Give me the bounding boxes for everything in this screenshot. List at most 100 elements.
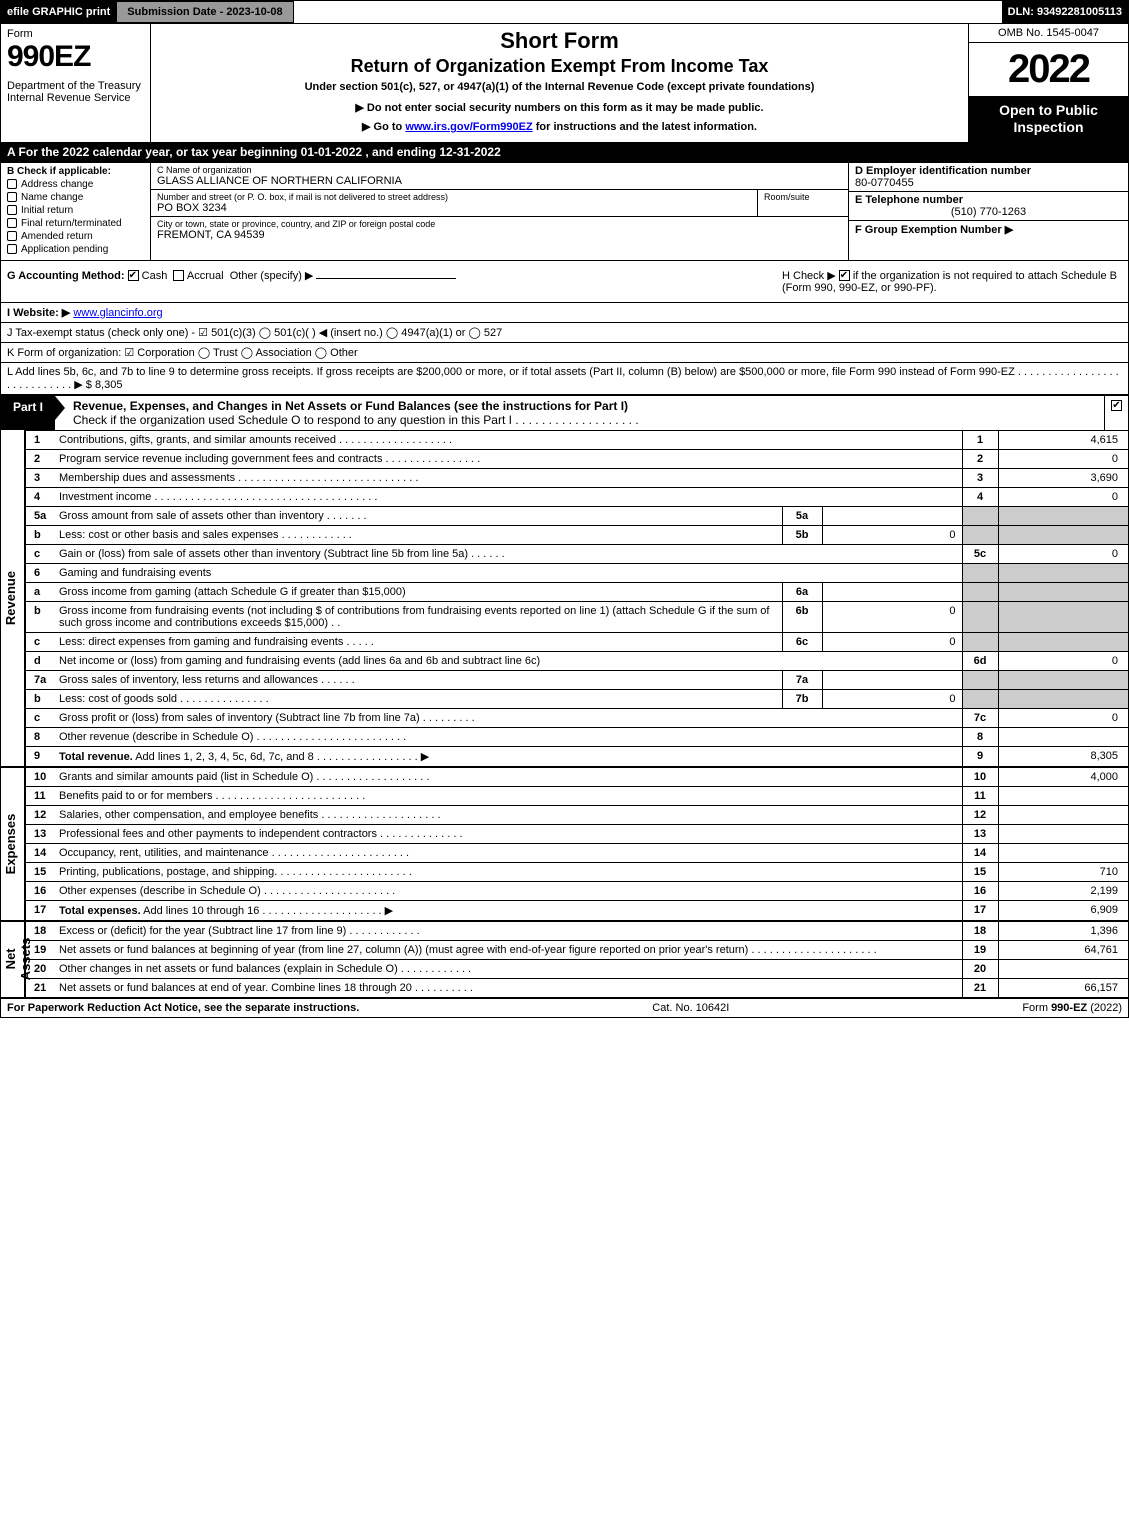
- right-val: [998, 824, 1128, 843]
- line-desc: Total revenue. Add lines 1, 2, 3, 4, 5c,…: [55, 746, 962, 766]
- chk-amended-return[interactable]: Amended return: [7, 231, 144, 242]
- table-row: cGross profit or (loss) from sales of in…: [1, 708, 1128, 727]
- table-row: Expenses10Grants and similar amounts pai…: [1, 767, 1128, 787]
- table-row: 17Total expenses. Add lines 10 through 1…: [1, 900, 1128, 920]
- open-to-public: Open to Public Inspection: [969, 96, 1128, 142]
- submission-date-label: Submission Date - 2023-10-08: [116, 1, 293, 23]
- table-row: bLess: cost of goods sold . . . . . . . …: [1, 689, 1128, 708]
- table-row: Revenue1Contributions, gifts, grants, an…: [1, 430, 1128, 449]
- right-val: [998, 959, 1128, 978]
- chk-h[interactable]: [839, 270, 850, 281]
- chk-application-pending[interactable]: Application pending: [7, 244, 144, 255]
- f-label: F Group Exemption Number ▶: [855, 224, 1013, 236]
- part1-tab: Part I: [1, 396, 55, 430]
- website-link[interactable]: www.glancinfo.org: [73, 307, 162, 319]
- right-val-shaded: [998, 632, 1128, 651]
- footer-right: Form 990-EZ (2022): [1022, 1002, 1122, 1014]
- top-bar: efile GRAPHIC print Submission Date - 20…: [1, 1, 1128, 23]
- table-row: 6Gaming and fundraising events: [1, 563, 1128, 582]
- phone-value: (510) 770-1263: [855, 206, 1122, 218]
- footer: For Paperwork Reduction Act Notice, see …: [1, 997, 1128, 1017]
- table-row: 16Other expenses (describe in Schedule O…: [1, 881, 1128, 900]
- right-num: 11: [962, 786, 998, 805]
- street-cell: Number and street (or P. O. box, if mail…: [151, 190, 758, 216]
- right-num: 15: [962, 862, 998, 881]
- chk-final-return[interactable]: Final return/terminated: [7, 218, 144, 229]
- section-def: D Employer identification number 80-0770…: [848, 163, 1128, 260]
- sub-line-number: 7b: [782, 689, 822, 708]
- address-row: Number and street (or P. O. box, if mail…: [151, 190, 848, 217]
- table-row: Net Assets18Excess or (deficit) for the …: [1, 921, 1128, 941]
- line-desc: Gross amount from sale of assets other t…: [55, 506, 782, 525]
- room-cell: Room/suite: [758, 190, 848, 216]
- line-desc: Gross profit or (loss) from sales of inv…: [55, 708, 962, 727]
- line-number: 17: [25, 900, 55, 920]
- right-num: 3: [962, 468, 998, 487]
- section-c: C Name of organization GLASS ALLIANCE OF…: [151, 163, 848, 260]
- chk-initial-return[interactable]: Initial return: [7, 205, 144, 216]
- right-num: 6d: [962, 651, 998, 670]
- chk-accrual[interactable]: [173, 270, 184, 281]
- right-num-shaded: [962, 670, 998, 689]
- line-number: 1: [25, 430, 55, 449]
- line-number: 5a: [25, 506, 55, 525]
- chk-address-change[interactable]: Address change: [7, 179, 144, 190]
- table-row: 19Net assets or fund balances at beginni…: [1, 940, 1128, 959]
- chk-name-change[interactable]: Name change: [7, 192, 144, 203]
- right-val-shaded: [998, 525, 1128, 544]
- addr-label: Number and street (or P. O. box, if mail…: [157, 192, 751, 202]
- omb-number: OMB No. 1545-0047: [969, 24, 1128, 43]
- line-number: 15: [25, 862, 55, 881]
- table-row: cLess: direct expenses from gaming and f…: [1, 632, 1128, 651]
- right-val: [998, 843, 1128, 862]
- sub-line-value: [822, 506, 962, 525]
- line-number: 11: [25, 786, 55, 805]
- line-number: 6: [25, 563, 55, 582]
- line-i: I Website: ▶ www.glancinfo.org: [1, 302, 1128, 322]
- right-val-shaded: [998, 689, 1128, 708]
- table-row: 12Salaries, other compensation, and empl…: [1, 805, 1128, 824]
- right-num: 5c: [962, 544, 998, 563]
- room-label: Room/suite: [764, 192, 842, 202]
- right-val: 64,761: [998, 940, 1128, 959]
- part1-title-cell: Revenue, Expenses, and Changes in Net As…: [55, 396, 1104, 430]
- side-label-text: Expenses: [3, 813, 18, 874]
- checkbox-icon: [7, 179, 17, 189]
- right-val: 8,305: [998, 746, 1128, 766]
- table-row: 15Printing, publications, postage, and s…: [1, 862, 1128, 881]
- line-number: 21: [25, 978, 55, 997]
- right-num: 16: [962, 881, 998, 900]
- chk-schedule-o[interactable]: [1111, 400, 1122, 411]
- checkbox-icon: [7, 244, 17, 254]
- side-label-text: Net Assets: [3, 938, 33, 981]
- side-label-text: Revenue: [3, 571, 18, 625]
- line-number: 10: [25, 767, 55, 787]
- accrual-label: Accrual: [187, 270, 224, 282]
- return-title: Return of Organization Exempt From Incom…: [159, 56, 960, 77]
- table-row: bLess: cost or other basis and sales exp…: [1, 525, 1128, 544]
- line-desc: Gaming and fundraising events: [55, 563, 962, 582]
- irs-link[interactable]: www.irs.gov/Form990EZ: [405, 121, 532, 133]
- right-num: 18: [962, 921, 998, 941]
- table-row: 20Other changes in net assets or fund ba…: [1, 959, 1128, 978]
- header-right: OMB No. 1545-0047 2022 Open to Public In…: [968, 24, 1128, 142]
- right-val: [998, 727, 1128, 746]
- right-val: 2,199: [998, 881, 1128, 900]
- line-desc: Other revenue (describe in Schedule O) .…: [55, 727, 962, 746]
- side-label-net-assets: Net Assets: [1, 921, 25, 997]
- table-row: bGross income from fundraising events (n…: [1, 601, 1128, 632]
- right-num: 2: [962, 449, 998, 468]
- chk-label: Name change: [21, 192, 83, 203]
- other-input-line[interactable]: [316, 278, 456, 279]
- right-num: 14: [962, 843, 998, 862]
- chk-cash[interactable]: [128, 270, 139, 281]
- line-number: 14: [25, 843, 55, 862]
- right-num: 19: [962, 940, 998, 959]
- right-num: 17: [962, 900, 998, 920]
- goto-pre: ▶ Go to: [362, 121, 405, 133]
- right-val: [998, 563, 1128, 582]
- city-cell: City or town, state or province, country…: [151, 217, 848, 243]
- checkbox-icon: [7, 205, 17, 215]
- right-val: 4,000: [998, 767, 1128, 787]
- topbar-spacer: [294, 1, 1002, 23]
